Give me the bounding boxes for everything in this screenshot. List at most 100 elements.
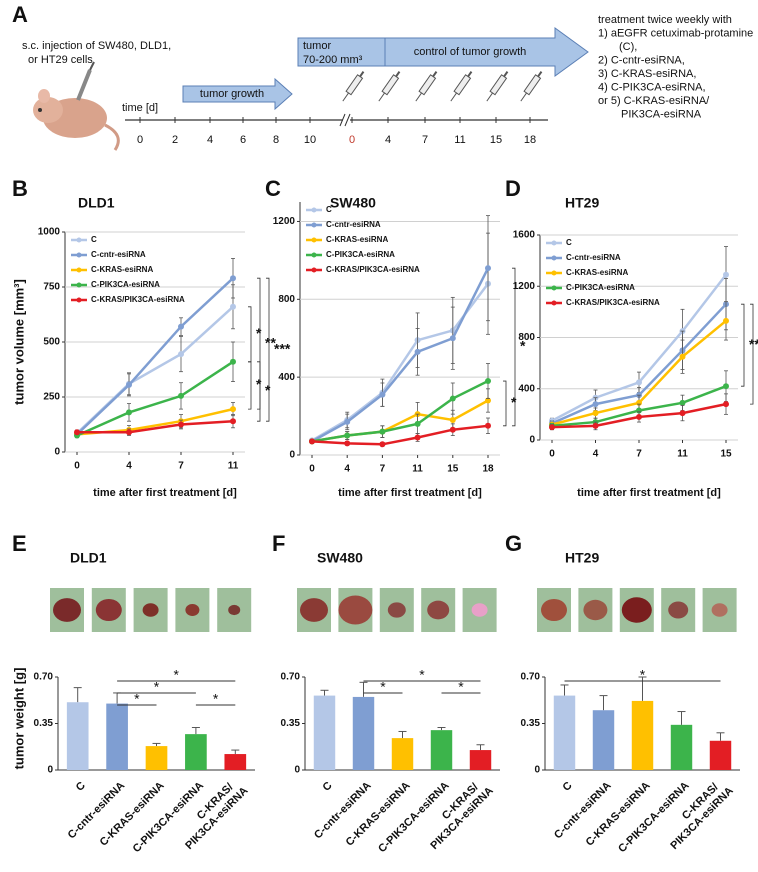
legend-swatch [76, 267, 82, 273]
arrow-text: control of tumor growth [414, 46, 527, 58]
x-tick-label: 15 [447, 464, 459, 475]
series-line [76, 277, 234, 436]
panel-label: A [12, 2, 28, 27]
x-tick-label: 7 [636, 449, 642, 460]
data-point [592, 401, 599, 408]
legend-label: C-PIK3CA-esiRNA [91, 280, 160, 289]
y-tick-label: 400 [278, 372, 295, 383]
data-point [126, 429, 132, 436]
x-tick-label: 18 [482, 464, 494, 475]
significance-bracket [503, 380, 507, 427]
legend-label: C-KRAS/PIK3CA-esiRNA [326, 265, 420, 274]
panel-label: E [12, 531, 27, 556]
syringe-plunger [537, 71, 543, 78]
bar [709, 740, 732, 770]
x-tick-label: C [74, 780, 88, 794]
significance-bracket [750, 303, 754, 405]
data-point [344, 432, 351, 439]
bar [430, 730, 453, 770]
data-point [485, 422, 491, 429]
significance-label: * [134, 691, 140, 707]
legend-swatch [551, 285, 557, 291]
data-point [344, 440, 351, 447]
treatment-text: PIK3CA-esiRNA [621, 108, 702, 120]
x-tick-label: 4 [344, 464, 350, 475]
legend-label: C-cntr-esiRNA [326, 220, 381, 229]
timeline-tick: 15 [490, 134, 502, 146]
data-point [485, 378, 491, 385]
data-point [379, 441, 386, 448]
y-tick-label: 0 [529, 435, 535, 446]
significance-bracket [257, 361, 261, 422]
syringe-needle [378, 92, 385, 102]
panel-label: C [265, 176, 281, 201]
legend-label: C-PIK3CA-esiRNA [566, 283, 635, 292]
treatment-text: 3) C-KRAS-esiRNA, [598, 68, 696, 80]
x-tick-label: C [321, 780, 335, 794]
x-axis-label: time after first treatment [d] [338, 487, 482, 499]
y-tick-label: 0.35 [281, 718, 301, 729]
tumor-photo-tissue [185, 604, 200, 616]
timeline-tick: 7 [422, 134, 428, 146]
treatment-arrow [297, 27, 589, 77]
bar [391, 738, 414, 770]
data-point [723, 271, 729, 278]
x-tick-label: 11 [677, 449, 688, 460]
mouse [33, 61, 120, 151]
syringe-plunger [432, 71, 438, 78]
treatment-text: 4) C-PIK3CA-esiRNA, [598, 81, 706, 93]
legend-label: C [91, 235, 97, 244]
x-tick-label: 11 [412, 464, 423, 475]
syringe-plunger [359, 71, 365, 78]
growth-arrow [182, 77, 293, 111]
syringe-body [381, 74, 400, 96]
legend-swatch [311, 207, 317, 213]
legend-label: C-KRAS-esiRNA [91, 265, 153, 274]
data-point [344, 418, 351, 425]
chart-title: HT29 [565, 195, 599, 211]
bar [553, 695, 576, 770]
syringe-needle [450, 92, 457, 102]
chart-title: DLD1 [70, 550, 107, 566]
data-point [414, 348, 421, 355]
x-tick-label: 15 [720, 449, 732, 460]
data-point [178, 351, 184, 358]
arrow-text: 70-200 mm³ [303, 54, 363, 66]
significance-label: * [511, 394, 517, 410]
x-tick-label: 7 [380, 464, 386, 475]
significance-label: * [458, 679, 464, 695]
y-tick-label: 400 [518, 383, 535, 394]
significance-label: * [256, 325, 262, 341]
syringe-body [489, 74, 508, 96]
panel-label: B [12, 176, 28, 201]
y-tick-label: 1000 [38, 227, 61, 238]
data-point [485, 397, 491, 404]
syringe-body [345, 74, 364, 96]
panel-label: D [505, 176, 521, 201]
syringe-plunger [395, 71, 401, 78]
significance-bracket [248, 361, 252, 410]
series-line [311, 282, 489, 442]
syringe-body [523, 74, 542, 96]
bar [224, 754, 247, 770]
tumor-photo-tissue [338, 595, 373, 625]
series-line [311, 399, 489, 443]
series-line [311, 267, 490, 443]
timeline-tick: 10 [304, 134, 316, 146]
significance-label: ** [265, 334, 276, 350]
y-tick-label: 750 [43, 282, 60, 293]
timeline-tick: 18 [524, 134, 536, 146]
significance-label: * [520, 338, 526, 354]
significance-label: * [419, 667, 425, 683]
syringe [378, 71, 401, 102]
legend-swatch [311, 237, 317, 243]
series-line [77, 419, 234, 434]
x-tick-label: C-KRAS/PIK3CA-esiRNA [419, 775, 495, 851]
legend-swatch [76, 282, 82, 288]
y-tick-label: 1200 [273, 216, 296, 227]
data-point [679, 353, 686, 360]
syringe [520, 71, 543, 102]
data-point [549, 424, 555, 431]
bar [670, 724, 693, 770]
data-point [230, 358, 236, 365]
